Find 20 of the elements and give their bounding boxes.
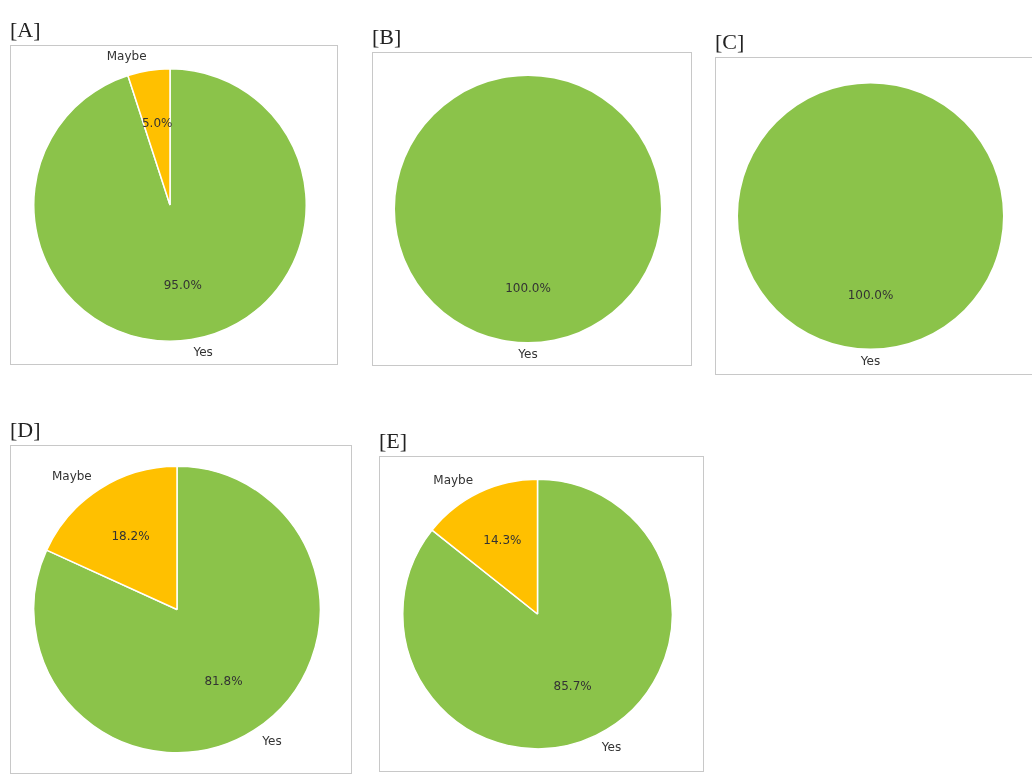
slice-label: Yes (859, 353, 881, 368)
chart-title: [D] (10, 416, 42, 444)
data-label: 14.3% (483, 533, 522, 548)
slice-label: Yes (600, 739, 622, 754)
slice-label: Yes (517, 347, 538, 362)
slice-label: Maybe (51, 469, 92, 484)
slice-label: Maybe (433, 472, 474, 487)
data-label: 81.8% (204, 673, 243, 688)
data-label: 95.0% (163, 277, 202, 292)
data-label: 100.0% (847, 287, 894, 302)
data-label: 85.7% (553, 678, 592, 693)
slice-label: Maybe (106, 49, 147, 64)
chart-title: [B] (372, 23, 403, 51)
slice-label: Yes (261, 734, 282, 749)
chart-title: [A] (10, 16, 42, 44)
slice-label: Yes (192, 345, 213, 360)
chart-title: [C] (715, 28, 746, 56)
data-label: 18.2% (111, 529, 150, 544)
data-label: 100.0% (505, 280, 551, 295)
chart-title: [E] (379, 427, 409, 455)
